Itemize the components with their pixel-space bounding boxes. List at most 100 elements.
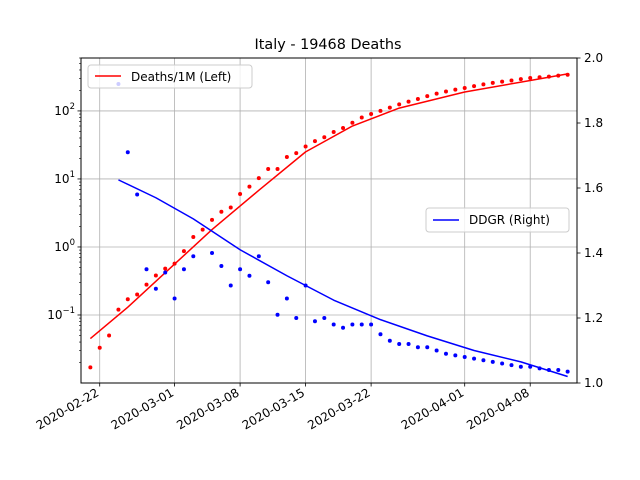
series-ddgr-point (425, 345, 430, 350)
series-ddgr-point (181, 267, 186, 272)
series-ddgr-point (191, 254, 196, 259)
series-ddgr-point (509, 363, 514, 368)
series-ddgr-point (144, 267, 149, 272)
series-deaths-point (135, 292, 140, 297)
series-deaths-point (125, 297, 130, 302)
series-deaths-point (238, 192, 243, 197)
y-right-tick-label: 2.0 (584, 51, 603, 65)
series-deaths-point (443, 89, 448, 94)
series-deaths-point (518, 77, 523, 82)
y-right-tick-label: 1.4 (584, 246, 603, 260)
series-deaths-point (210, 217, 215, 222)
series-ddgr-point (294, 316, 299, 320)
series-deaths-point (490, 80, 495, 85)
series-deaths-point (172, 261, 177, 266)
series-deaths-point (303, 144, 308, 149)
series-ddgr-point (500, 361, 505, 366)
series-ddgr-point (397, 342, 402, 346)
series-deaths-point (144, 282, 149, 287)
series-deaths-point (294, 151, 299, 156)
series-deaths-point (397, 102, 402, 107)
series-ddgr-point (210, 251, 215, 255)
series-ddgr-point (415, 345, 420, 350)
series-deaths-point (247, 184, 252, 189)
series-ddgr-point (247, 273, 252, 278)
legend-ddgr-box (425, 207, 570, 233)
series-ddgr-point (331, 322, 336, 327)
series-deaths-point (453, 87, 458, 92)
series-ddgr-point (135, 192, 140, 197)
series-deaths-point (275, 167, 280, 172)
series-deaths-point (472, 84, 477, 89)
series-ddgr-point (537, 366, 542, 371)
series-deaths-point (528, 75, 533, 80)
series-deaths-point (369, 112, 374, 117)
plot-frame (80, 57, 578, 384)
series-deaths-point (322, 135, 327, 140)
y-left-tick-label: 100 (54, 238, 75, 254)
y-left-tick-label: 101 (54, 170, 75, 186)
series-deaths-point (341, 126, 346, 131)
y-left-tick-label: 102 (54, 102, 75, 118)
legend-deaths-label: Deaths/1M (Left) (131, 70, 231, 84)
legend-ddgr-label: DDGR (Right) (469, 213, 550, 227)
series-deaths-point (556, 73, 561, 78)
series-deaths-point (153, 273, 158, 278)
series-layer (88, 72, 570, 378)
series-ddgr-point (462, 355, 467, 359)
series-deaths-point (359, 115, 364, 120)
series-ddgr-point (153, 286, 158, 291)
chart-title: Italy - 19468 Deaths (255, 37, 402, 53)
series-deaths-point (425, 94, 430, 99)
series-ddgr-point (350, 322, 355, 327)
series-deaths-fit-line (89, 73, 568, 340)
series-ddgr-point (443, 351, 448, 356)
series-ddgr-point (125, 150, 130, 155)
series-ddgr-point (163, 270, 168, 275)
series-ddgr-point (369, 322, 374, 327)
series-ddgr-point (546, 368, 551, 372)
series-ddgr-point (266, 280, 271, 285)
series-ddgr-fit-line (118, 179, 568, 378)
series-deaths-point (434, 91, 439, 96)
series-ddgr-point (556, 368, 561, 372)
series-ddgr-point (322, 316, 327, 320)
series-deaths-point (350, 120, 355, 125)
series-ddgr-point (434, 348, 439, 353)
series-deaths-point (284, 155, 289, 160)
series-deaths-point (546, 74, 551, 79)
y-right-tick-label: 1.0 (584, 376, 603, 390)
series-ddgr-point (565, 369, 570, 374)
series-ddgr-point (528, 364, 533, 369)
series-ddgr-point (275, 312, 280, 317)
series-deaths-point (266, 167, 271, 172)
series-ddgr-point (481, 358, 486, 363)
series-ddgr-point (453, 353, 458, 358)
series-ddgr-point (284, 296, 289, 301)
series-ddgr-point (256, 254, 261, 259)
series-deaths-point (219, 209, 224, 214)
y-right-tick-label: 1.2 (584, 311, 603, 325)
series-ddgr-point (472, 356, 477, 361)
series-ddgr-point (219, 264, 224, 268)
series-ddgr-point (378, 332, 383, 337)
series-deaths-point (163, 266, 168, 271)
series-deaths-point (107, 333, 112, 338)
series-ddgr-point (228, 283, 233, 288)
legend-deaths-box (87, 64, 253, 89)
y-right-tick-label: 1.8 (584, 116, 603, 130)
series-deaths-point (97, 345, 102, 350)
series-deaths-point (200, 227, 205, 232)
series-ddgr-point (312, 319, 317, 324)
series-deaths-point (481, 82, 486, 87)
series-ddgr-point (238, 267, 243, 272)
series-ddgr-point (490, 359, 495, 364)
series-deaths-point (509, 78, 514, 83)
series-ddgr-point (406, 342, 411, 346)
series-deaths-point (88, 365, 93, 370)
series-deaths-point (256, 176, 261, 181)
series-deaths-point (378, 108, 383, 113)
series-deaths-point (191, 235, 196, 240)
series-deaths-point (406, 99, 411, 104)
